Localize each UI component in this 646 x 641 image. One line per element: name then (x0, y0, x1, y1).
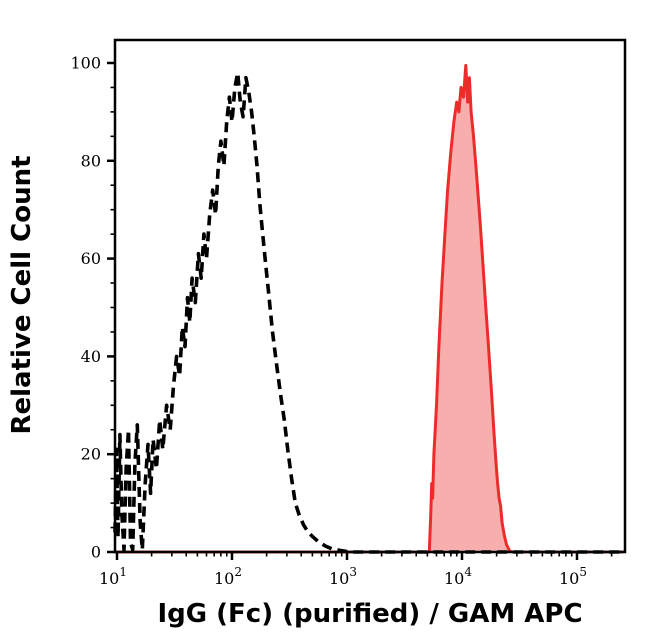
control-dashed-curve (113, 71, 624, 554)
x-axis-tick-label: 105 (559, 565, 587, 588)
x-axis-tick-label: 102 (214, 565, 242, 588)
axis-tick-layer: 0 20 40 60 80 100 101 102 103 104 105 (70, 53, 613, 588)
stained-sample-curve (115, 63, 624, 554)
series-layer (113, 63, 624, 554)
y-axis-tick-label: 80 (81, 151, 101, 170)
y-axis-tick-label: 60 (81, 249, 101, 268)
y-axis-tick-label: 20 (81, 445, 101, 464)
x-axis-tick-label: 104 (444, 565, 472, 588)
x-axis-tick-label: 101 (99, 565, 127, 588)
y-axis-title: Relative Cell Count (7, 155, 37, 434)
y-axis-tick-label: 40 (81, 347, 101, 366)
y-axis-tick-label: 100 (70, 53, 101, 72)
plot-frame (113, 38, 627, 554)
x-axis-title: IgG (Fc) (purified) / GAM APC (157, 599, 582, 629)
x-axis-tick-label: 103 (329, 565, 357, 588)
y-axis-tick-label: 0 (91, 543, 101, 562)
